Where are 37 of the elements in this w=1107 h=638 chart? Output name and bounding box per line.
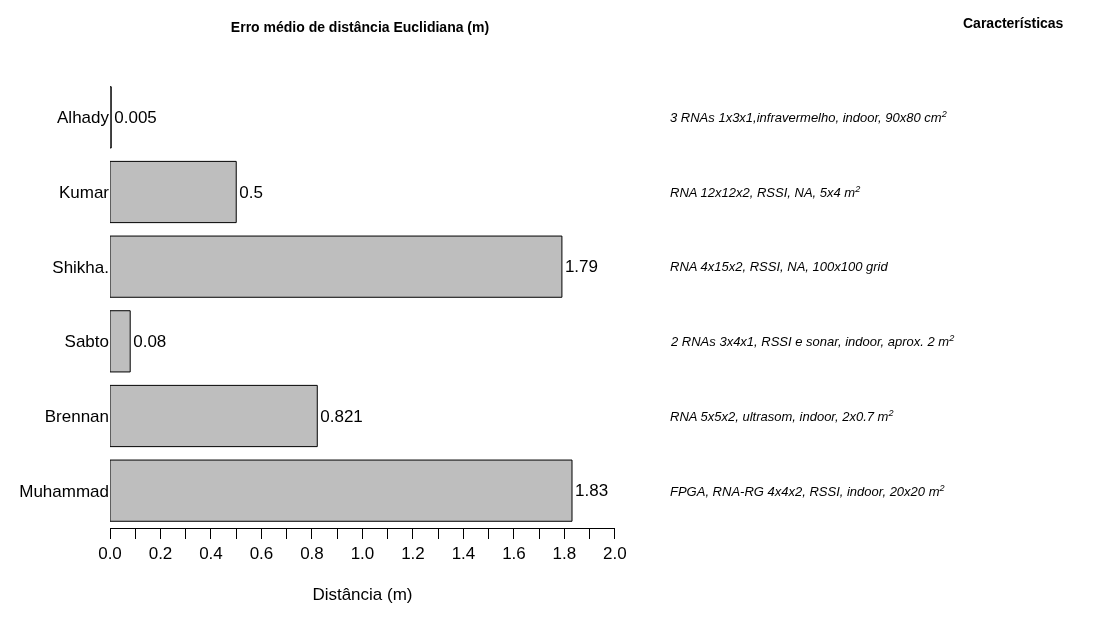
x-tick-label: 1.8	[552, 544, 577, 564]
y-tick-label: Muhammad	[19, 481, 109, 501]
data-label: 0.005	[114, 107, 157, 127]
y-tick-label: Alhady	[57, 108, 110, 128]
bar	[110, 160, 237, 224]
y-tick-label: Kumar	[58, 182, 110, 202]
x-tick-label: 0.4	[199, 544, 223, 564]
x-tick-label: 1.6	[502, 544, 526, 564]
text: FPGA, RNA-RG 4x4x2, RSSI, indoor, 20x20 m$^{2}$	[670, 483, 945, 500]
x-axis-title: Distância (m)	[312, 584, 413, 604]
bar	[110, 235, 563, 298]
text: 2 RNAs 3x4x1, RSSI e sonar, indoor, aprox. 2 m$^{2}$	[670, 333, 955, 350]
data-label: 0.5	[239, 182, 263, 202]
bar	[110, 310, 131, 373]
bar	[110, 384, 318, 448]
y-tick-label: Shikha.	[52, 257, 109, 277]
x-tick-label: 2.0	[603, 544, 627, 564]
chart-title: Erro médio de distância Euclidiana (m)	[230, 18, 490, 35]
x-tick-label: 0.8	[300, 544, 324, 564]
data-label: 0.08	[133, 331, 167, 351]
text: RNA 5x5x2, ultrasom, indoor, 2x0.7 m$^{2}$	[670, 408, 894, 425]
data-label: 1.83	[575, 481, 609, 501]
x-tick-label: 0.6	[249, 544, 274, 564]
x-tick-label: 1.0	[350, 544, 375, 564]
text: Características	[963, 15, 1064, 31]
text: 3 RNAs 1x3x1,infravermelho, indoor, 90x80 cm$^{2}$	[670, 109, 947, 126]
y-tick-label: Sabto	[64, 332, 109, 352]
data-label: 1.79	[564, 257, 598, 277]
x-tick-label: 1.4	[451, 544, 476, 564]
y-tick-label: Brennan	[44, 406, 109, 426]
x-tick-label: 1.2	[401, 544, 425, 564]
data-label: 0.821	[320, 406, 363, 426]
bar	[110, 459, 573, 522]
x-tick-label: 0.2	[148, 544, 173, 564]
x-tick-label: 0.0	[98, 544, 122, 564]
text: RNA 12x12x2, RSSI, NA, 5x4 m$^{2}$	[670, 184, 861, 201]
text: RNA 4x15x2, RSSI, NA, 100x100 grid	[670, 259, 889, 274]
